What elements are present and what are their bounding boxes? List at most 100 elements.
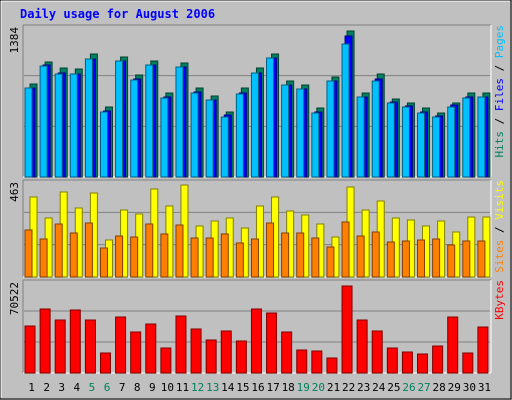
bar-kbytes-day-11 [175,315,187,374]
x-tick-label: 27 [417,381,430,394]
bar-kbytes-day-19 [296,349,308,374]
bar-pages-day-21 [326,80,335,178]
bar-kbytes-day-6 [99,352,111,374]
panel-hits-files-pages: 1384 Hits / Files / Pages [8,24,506,178]
bar-kbytes-day-24 [371,330,383,374]
bar-sites-day-5 [84,222,93,278]
x-tick-label: 20 [312,381,325,394]
bar-kbytes-day-5 [84,319,96,374]
bar-pages-day-1 [24,87,33,178]
bar-kbytes-day-25 [386,347,398,374]
bar-sites-day-8 [130,236,139,278]
bar-pages-day-2 [39,65,48,178]
bar-kbytes-day-26 [401,351,413,374]
legend-sites: Sites [493,240,506,273]
x-axis-tick-labels: 1 2 3 4 5 6 7 8 9 10 11 12 13 14 15 16 17 18 19 20 21 22 23 24 2… [28,381,491,394]
bar-kbytes-day-31 [477,326,489,374]
x-tick-label: 11 [176,381,189,394]
x-tick-label: 15 [236,381,249,394]
bar-kbytes-day-2 [39,308,51,374]
x-tick-label: 16 [251,381,264,394]
bar-pages-day-6 [99,111,108,178]
x-tick-label: 1 [28,381,35,394]
bar-pages-day-19 [296,88,305,178]
x-tick-label: 4 [74,381,81,394]
x-tick-label: 24 [372,381,386,394]
bar-kbytes-day-10 [160,347,172,374]
bar-kbytes-day-20 [311,350,323,374]
x-tick-label: 6 [104,381,111,394]
legend-separator: / [493,111,506,131]
bar-pages-day-28 [432,116,441,178]
bar-sites-day-10 [160,233,169,278]
legend-visits-sites: Sites / Visits [493,180,506,273]
bar-kbytes-day-3 [54,319,66,374]
bar-sites-day-6 [99,247,108,278]
bar-sites-day-4 [69,232,78,278]
bar-pages-day-17 [266,57,275,178]
bar-sites-day-20 [311,237,320,278]
bar-pages-day-5 [84,58,93,178]
x-tick-label: 14 [221,381,235,394]
bar-sites-day-22 [341,221,350,278]
x-tick-label: 21 [327,381,340,394]
legend-kbytes: KBytes [493,280,506,320]
bar-pages-day-15 [235,93,244,178]
bar-kbytes-day-8 [130,331,142,374]
x-tick-label: 3 [58,381,65,394]
bar-sites-day-31 [477,240,486,278]
bar-kbytes-day-7 [115,316,127,374]
legend-separator: / [493,58,506,78]
bar-pages-day-24 [371,80,380,178]
bar-sites-day-27 [417,239,426,278]
bar-kbytes-day-17 [266,312,278,374]
x-tick-label: 7 [119,381,126,394]
bar-sites-day-25 [386,241,395,278]
x-tick-label: 8 [134,381,141,394]
bar-pages-day-16 [250,72,259,178]
x-tick-label: 31 [478,381,491,394]
x-tick-label: 22 [342,381,355,394]
bar-kbytes-day-15 [235,340,247,374]
bar-pages-day-3 [54,73,63,178]
bar-pages-day-8 [130,79,139,178]
bar-sites-day-24 [371,231,380,278]
x-tick-label: 10 [161,381,174,394]
bar-pages-day-22 [341,43,350,178]
x-tick-label: 9 [149,381,156,394]
bar-sites-day-1 [24,229,33,278]
bar-sites-day-14 [220,233,229,278]
x-tick-label: 17 [266,381,279,394]
bar-sites-day-23 [356,235,365,278]
bar-kbytes-day-22 [341,285,353,374]
bar-sites-day-12 [190,237,199,278]
bar-sites-day-9 [145,223,154,278]
bar-sites-day-13 [205,237,214,278]
bar-sites-day-7 [115,235,124,278]
panel-kbytes: 70522 KBytes [8,279,506,374]
x-tick-label: 28 [433,381,446,394]
bar-sites-day-28 [432,238,441,278]
bar-pages-day-31 [477,96,486,178]
bar-pages-day-7 [115,60,124,178]
legend-visits: Visits [493,180,506,220]
bar-pages-day-30 [462,97,471,178]
bar-sites-day-17 [266,222,275,278]
x-tick-label: 25 [387,381,400,394]
bar-kbytes-day-4 [69,309,81,374]
x-tick-label: 19 [297,381,310,394]
panel-visits-sites: 463 Sites / Visits [8,179,506,278]
chart-panels: 1384 Hits / Files / Pages 463 Sites / Visit… [8,24,506,374]
bar-kbytes-day-16 [250,308,262,374]
bar-pages-day-11 [175,66,184,178]
bar-sites-day-16 [250,238,259,278]
legend-hits: Hits [493,131,506,158]
bar-kbytes-day-29 [447,316,459,374]
bar-kbytes-day-28 [432,345,444,374]
bar-pages-day-26 [401,106,410,178]
bar-sites-day-26 [401,240,410,278]
legend-separator: / [493,220,506,240]
x-tick-label: 18 [282,381,295,394]
bar-pages-day-4 [69,73,78,178]
